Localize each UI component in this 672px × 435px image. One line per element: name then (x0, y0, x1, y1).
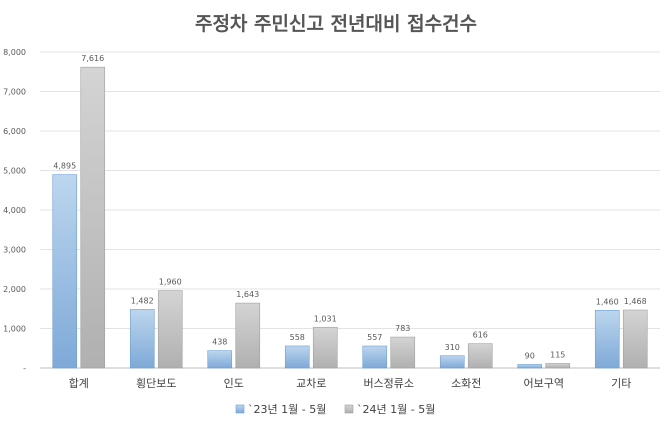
data-label: 1,482 (131, 296, 154, 305)
bar-2023 (439, 355, 465, 369)
bar-2023 (594, 310, 620, 369)
x-tick-label: 횡단보도 (136, 377, 176, 390)
x-tick-label: 소화전 (451, 377, 481, 390)
bar-2024 (622, 309, 648, 369)
y-tick-label: 1,000 (3, 325, 26, 334)
y-tick-label: 2,000 (3, 285, 26, 294)
data-label: 115 (550, 350, 565, 359)
data-label: 4,895 (53, 162, 76, 171)
data-label: 1,960 (159, 278, 182, 287)
legend-label: `24년 1월 - 5월 (357, 403, 435, 416)
x-tick-label: 교차로 (296, 377, 326, 390)
data-label: 783 (395, 324, 410, 333)
bar-2024 (390, 336, 416, 369)
y-tick-label: 8,000 (3, 48, 26, 57)
data-label: 7,616 (81, 54, 104, 63)
bar-2024 (235, 302, 261, 369)
bar-2023 (362, 345, 388, 369)
data-label: 557 (367, 333, 382, 342)
x-tick-label: 합계 (69, 377, 89, 390)
chart-title: 주정차 주민신고 전년대비 접수건수 (195, 13, 477, 35)
bar-2024 (157, 290, 183, 369)
data-label: 438 (212, 338, 227, 347)
bar-2023 (284, 345, 310, 369)
legend: `23년 1월 - 5월 `24년 1월 - 5월 (235, 403, 435, 416)
bar-2024 (545, 363, 571, 369)
data-label: 616 (473, 331, 488, 340)
y-tick-label: 6,000 (3, 127, 26, 136)
bar-2023 (517, 364, 543, 369)
y-tick-label: - (23, 364, 26, 373)
data-label: 1,468 (624, 297, 647, 306)
bar-2024 (467, 343, 493, 369)
y-tick-label: 7,000 (3, 88, 26, 97)
data-label: 1,031 (314, 314, 337, 323)
data-label: 558 (290, 333, 305, 342)
x-tick-label: 인도 (224, 377, 244, 390)
bar-2024 (312, 326, 338, 369)
y-tick-label: 4,000 (3, 206, 26, 215)
bar-2023 (52, 174, 78, 369)
data-label: 1,460 (596, 297, 619, 306)
data-label: 90 (525, 351, 535, 360)
grid-layer: - 1,000 2,000 3,000 4,000 5,000 6,000 7,000 8,00… (3, 48, 660, 373)
bars-layer (52, 66, 648, 369)
y-tick-label: 3,000 (3, 246, 26, 255)
data-label: 310 (445, 343, 460, 352)
x-tick-label: 버스정류소 (363, 377, 414, 390)
bar-2023 (129, 309, 155, 369)
legend-swatch (344, 404, 354, 414)
bar-2024 (80, 66, 106, 369)
legend-label: `23년 1월 - 5월 (248, 403, 326, 416)
x-tick-label: 어보구역 (524, 377, 564, 390)
data-label: 1,643 (236, 290, 259, 299)
legend-swatch (235, 404, 245, 414)
bar-2023 (207, 350, 233, 369)
y-tick-label: 5,000 (3, 167, 26, 176)
x-tick-label: 기타 (611, 377, 631, 390)
labels-layer: 4,895 7,616 합계 1,482 1,960 횡단보도 438 1,643 인도 558 1… (53, 54, 646, 390)
